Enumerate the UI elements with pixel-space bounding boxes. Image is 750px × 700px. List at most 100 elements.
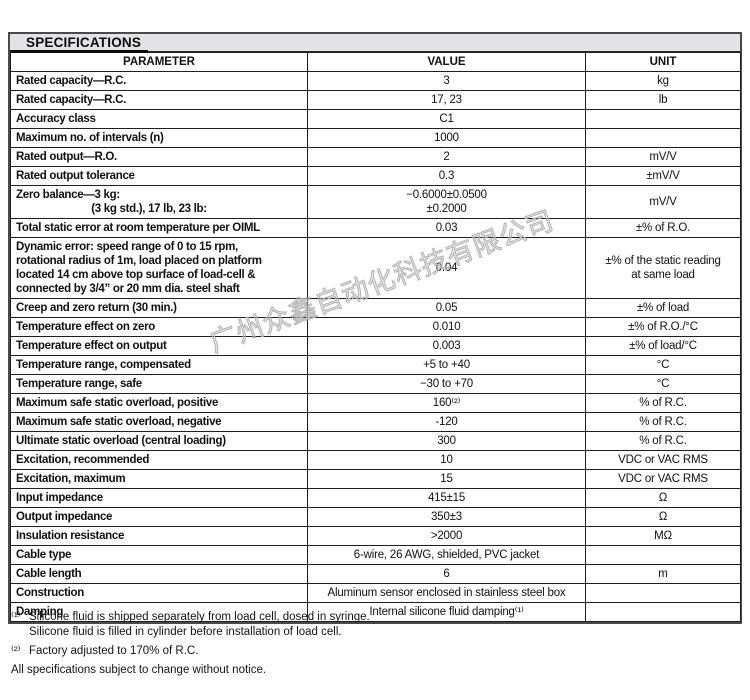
- value-cell: Aluminum sensor enclosed in stainless st…: [307, 583, 586, 603]
- parameter-cell: Temperature effect on output: [10, 336, 308, 356]
- value-cell: C1: [307, 109, 586, 129]
- value-cell: 350±3: [307, 507, 586, 527]
- table-row: Maximum no. of intervals (n) 1000: [10, 128, 741, 148]
- value-cell: 15: [307, 469, 586, 489]
- table-row: Rated output tolerance 0.3 ±mV/V: [10, 166, 741, 186]
- value-cell: 1000: [307, 128, 586, 148]
- table-header: PARAMETER VALUE UNIT: [10, 52, 741, 72]
- table-row: Insulation resistance >2000 MΩ: [10, 526, 741, 546]
- table-row: Excitation, recommended 10 VDC or VAC RM…: [10, 450, 741, 470]
- specifications-title-bar: SPECIFICATIONS: [10, 34, 740, 53]
- specifications-table: PARAMETER VALUE UNIT Rated capacity—R.C.…: [10, 52, 741, 622]
- table-row: Construction Aluminum sensor enclosed in…: [10, 583, 741, 603]
- parameter-cell: Input impedance: [10, 488, 308, 508]
- unit-cell: ±% of R.O.: [585, 218, 741, 238]
- table-row: Damping Internal silicone fluid damping⁽…: [10, 602, 741, 622]
- table-header-row: PARAMETER VALUE UNIT: [10, 52, 741, 72]
- unit-cell: Ω: [585, 507, 741, 527]
- unit-cell: °C: [585, 374, 741, 394]
- value-cell: 0.3: [307, 166, 586, 186]
- column-header-parameter: PARAMETER: [10, 52, 308, 72]
- parameter-cell: Cable type: [10, 545, 308, 565]
- unit-cell: m: [585, 564, 741, 584]
- table-row: Maximum safe static overload, negative -…: [10, 412, 741, 432]
- unit-cell: [585, 583, 741, 603]
- unit-cell: Ω: [585, 488, 741, 508]
- parameter-cell: Construction: [10, 583, 308, 603]
- parameter-cell: Rated capacity—R.C.: [10, 71, 308, 91]
- table-row: Dynamic error: speed range of 0 to 15 rp…: [10, 237, 741, 299]
- table-row: Rated capacity—R.C. 17, 23 lb: [10, 90, 741, 110]
- parameter-cell: Temperature range, safe: [10, 374, 308, 394]
- footnotes-section: ⁽¹⁾ Silicone fluid is shipped separately…: [11, 610, 731, 678]
- value-cell: 6: [307, 564, 586, 584]
- value-cell: −0.6000±0.0500 ±0.2000: [307, 185, 586, 219]
- unit-cell: ±% of R.O./°C: [585, 317, 741, 337]
- value-cell: 0.003: [307, 336, 586, 356]
- table-row: Zero balance—3 kg: (3 kg std.), 17 lb, 2…: [10, 185, 741, 219]
- unit-cell: mV/V: [585, 147, 741, 167]
- footnote-2-text: Factory adjusted to 170% of R.C.: [29, 645, 199, 657]
- parameter-cell: Excitation, recommended: [10, 450, 308, 470]
- value-cell: 415±15: [307, 488, 586, 508]
- value-cell: 0.05: [307, 298, 586, 318]
- parameter-cell: Total static error at room temperature p…: [10, 218, 308, 238]
- unit-cell: °C: [585, 355, 741, 375]
- value-cell: 10: [307, 450, 586, 470]
- value-cell: 0.04: [307, 237, 586, 299]
- value-cell: 6-wire, 26 AWG, shielded, PVC jacket: [307, 545, 586, 565]
- parameter-cell: Temperature effect on zero: [10, 317, 308, 337]
- unit-cell: VDC or VAC RMS: [585, 469, 741, 489]
- value-cell: 160⁽²⁾: [307, 393, 586, 413]
- parameter-cell: Rated output—R.O.: [10, 147, 308, 167]
- specifications-table-container: SPECIFICATIONS PARAMETER VALUE UNIT Rate…: [8, 32, 742, 624]
- table-row: Temperature range, safe −30 to +70 °C: [10, 374, 741, 394]
- value-cell: 300: [307, 431, 586, 451]
- title-underline-rule: [10, 50, 148, 53]
- parameter-cell: Temperature range, compensated: [10, 355, 308, 375]
- table-row: Accuracy class C1: [10, 109, 741, 129]
- unit-cell: [585, 602, 741, 622]
- table-row: Temperature effect on output 0.003 ±% of…: [10, 336, 741, 356]
- parameter-cell: Maximum safe static overload, positive: [10, 393, 308, 413]
- parameter-cell: Damping: [10, 602, 308, 622]
- value-cell: 2: [307, 147, 586, 167]
- parameter-cell: Dynamic error: speed range of 0 to 15 rp…: [10, 237, 308, 299]
- value-cell: 0.03: [307, 218, 586, 238]
- parameter-cell: Cable length: [10, 564, 308, 584]
- table-row: Input impedance 415±15 Ω: [10, 488, 741, 508]
- table-row: Maximum safe static overload, positive 1…: [10, 393, 741, 413]
- table-row: Rated output—R.O. 2 mV/V: [10, 147, 741, 167]
- unit-cell: MΩ: [585, 526, 741, 546]
- unit-cell: [585, 128, 741, 148]
- unit-cell: [585, 109, 741, 129]
- table-row: Rated capacity—R.C. 3 kg: [10, 71, 741, 91]
- table-row: Output impedance 350±3 Ω: [10, 507, 741, 527]
- value-cell: >2000: [307, 526, 586, 546]
- value-cell: −30 to +70: [307, 374, 586, 394]
- disclaimer-text: All specifications subject to change wit…: [11, 664, 267, 676]
- unit-cell: ±% of load/°C: [585, 336, 741, 356]
- unit-cell: lb: [585, 90, 741, 110]
- parameter-cell: Creep and zero return (30 min.): [10, 298, 308, 318]
- unit-cell: % of R.C.: [585, 412, 741, 432]
- parameter-cell: Rated output tolerance: [10, 166, 308, 186]
- footnote-1-text: Silicone fluid is shipped separately fro…: [29, 611, 370, 638]
- footnote-1: ⁽¹⁾ Silicone fluid is shipped separately…: [11, 610, 731, 640]
- table-row: Temperature effect on zero 0.010 ±% of R…: [10, 317, 741, 337]
- unit-cell: % of R.C.: [585, 393, 741, 413]
- parameter-cell: Insulation resistance: [10, 526, 308, 546]
- parameter-cell: Accuracy class: [10, 109, 308, 129]
- table-row: Cable type 6-wire, 26 AWG, shielded, PVC…: [10, 545, 741, 565]
- value-cell: -120: [307, 412, 586, 432]
- parameter-cell: Output impedance: [10, 507, 308, 527]
- footnote-1-marker: ⁽¹⁾: [11, 611, 21, 623]
- unit-cell: ±% of the static reading at same load: [585, 237, 741, 299]
- unit-cell: ±% of load: [585, 298, 741, 318]
- table-row: Total static error at room temperature p…: [10, 218, 741, 238]
- unit-cell: kg: [585, 71, 741, 91]
- footnote-2: ⁽²⁾ Factory adjusted to 170% of R.C.: [11, 644, 731, 659]
- parameter-cell: Maximum safe static overload, negative: [10, 412, 308, 432]
- parameter-cell: Maximum no. of intervals (n): [10, 128, 308, 148]
